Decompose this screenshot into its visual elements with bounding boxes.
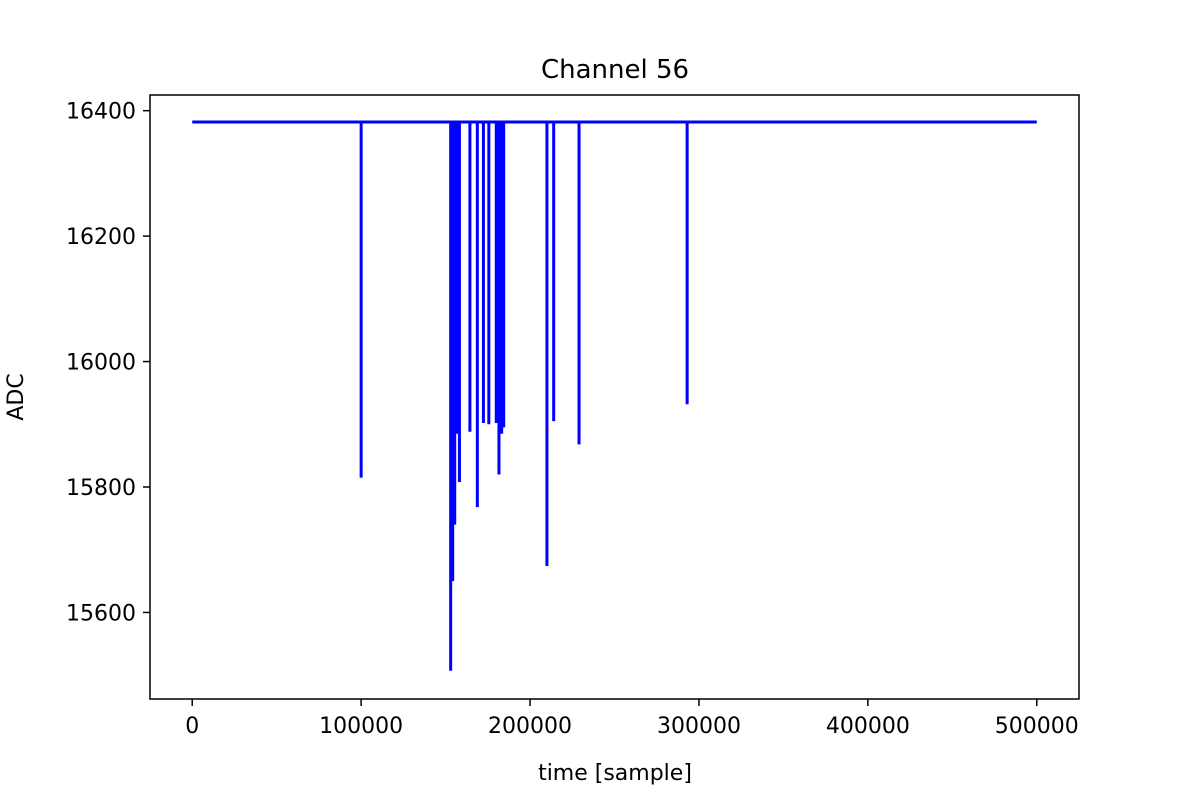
y-tick-label: 16200: [66, 225, 136, 250]
plot-frame: [149, 94, 1080, 700]
y-tick-label: 15800: [66, 476, 136, 501]
chart-title: Channel 56: [541, 55, 689, 85]
y-tick-label: 16000: [66, 351, 136, 376]
y-axis-label: ADC: [4, 373, 29, 420]
x-axis-label: time [sample]: [538, 761, 692, 786]
x-axis: 0 100000 200000 300000 400000 500000: [185, 699, 1079, 739]
x-tick-label: 0: [185, 714, 199, 739]
x-tick-label: 200000: [488, 714, 572, 739]
plot-area: [192, 120, 1037, 671]
x-tick-label: 300000: [657, 714, 741, 739]
y-axis: 15600 15800 16000 16200 16400: [66, 100, 150, 626]
x-tick-label: 500000: [995, 714, 1079, 739]
y-tick-label: 16400: [66, 100, 136, 125]
x-tick-label: 100000: [319, 714, 403, 739]
y-tick-label: 15600: [66, 601, 136, 626]
x-tick-label: 400000: [826, 714, 910, 739]
